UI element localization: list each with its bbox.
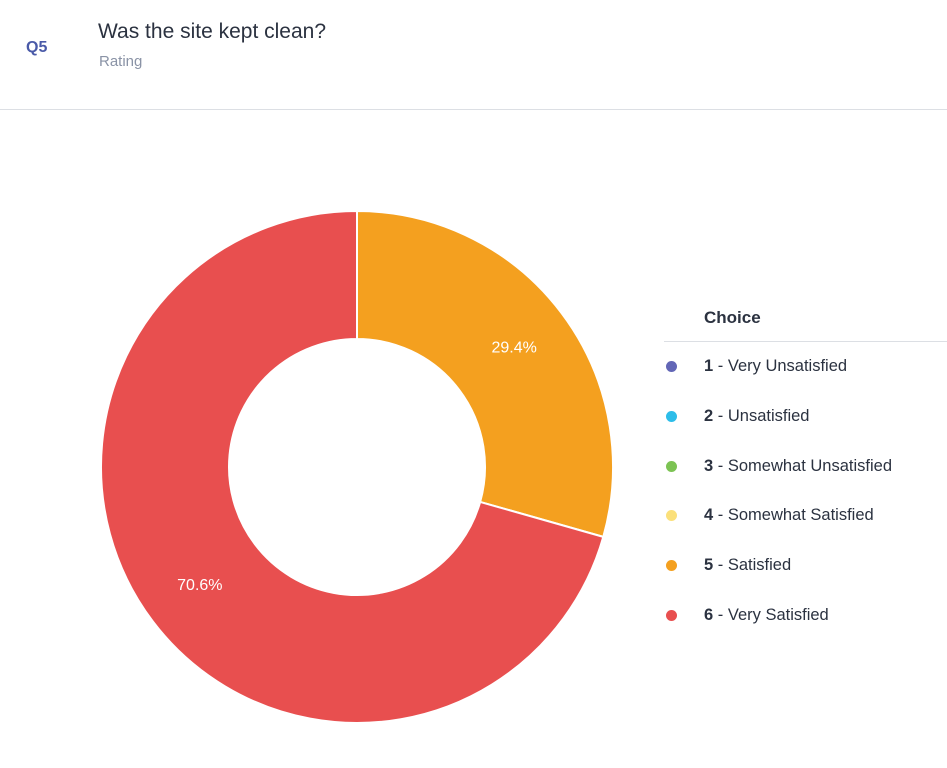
legend-label: 5 - Satisfied [704,556,791,575]
legend-choice-number: 5 [704,556,714,575]
slice-label-6: 70.6% [177,577,222,594]
legend-item-3[interactable]: 3 - Somewhat Unsatisfied [664,441,947,491]
chart-legend: Choice 1 - Very Unsatisfied 2 - Unsatisfi… [664,300,947,640]
legend-title: Choice [664,300,947,342]
legend-choice-text: - Somewhat Unsatisfied [713,456,893,475]
legend-item-1[interactable]: 1 - Very Unsatisfied [664,342,947,392]
donut-slice-5[interactable] [356,209,614,539]
legend-choice-number: 2 [704,407,714,426]
legend-dot-icon [666,460,677,472]
legend-dot-icon [666,411,677,423]
legend-item-4[interactable]: 4 - Somewhat Satisfied [664,491,947,541]
slice-label-5: 29.4% [491,339,536,356]
question-number: Q5 [26,39,48,56]
question-title: Was the site kept clean? [98,20,327,43]
legend-choice-number: 3 [704,456,714,475]
legend-choice-number: 1 [704,357,714,376]
legend-dot-icon [666,560,677,572]
legend-item-6[interactable]: 6 - Very Satisfied [664,590,947,640]
legend-item-2[interactable]: 2 - Unsatisfied [664,392,947,442]
legend-label: 3 - Somewhat Unsatisfied [704,457,892,476]
legend-dot-icon [666,609,677,621]
legend-choice-number: 6 [704,605,714,624]
question-header: Q5 Was the site kept clean? Rating [0,0,947,110]
legend-label: 1 - Very Unsatisfied [704,357,847,376]
legend-item-5[interactable]: 5 - Satisfied [664,541,947,591]
legend-dot-icon [666,510,677,522]
legend-dot-icon [666,361,677,373]
legend-label: 2 - Unsatisfied [704,407,809,426]
legend-label: 4 - Somewhat Satisfied [704,506,874,525]
legend-choice-text: - Very Unsatisfied [713,357,848,376]
legend-choice-text: - Somewhat Satisfied [713,506,874,525]
legend-choice-text: - Unsatisfied [713,407,810,426]
legend-choice-text: - Satisfied [713,556,792,575]
legend-choice-text: - Very Satisfied [713,605,829,624]
legend-choice-number: 4 [704,506,714,525]
question-type: Rating [99,53,143,70]
legend-label: 6 - Very Satisfied [704,606,829,625]
donut-chart: 29.4% 70.6% [100,209,614,724]
donut-slice-6[interactable] [100,209,605,724]
